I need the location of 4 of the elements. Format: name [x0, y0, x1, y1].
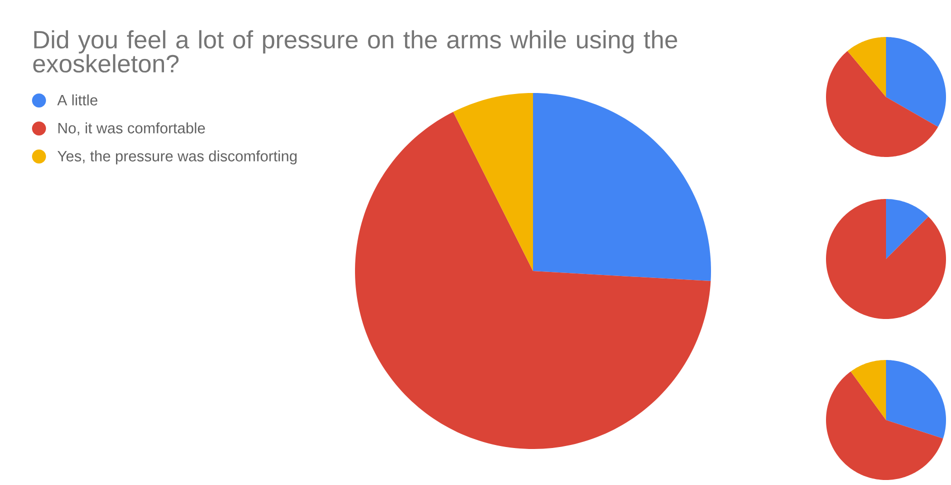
- legend-label: A little: [57, 94, 98, 106]
- legend-label: Yes, the pressure was discomforting: [58, 150, 297, 164]
- legend-label: No, it was comfortable: [58, 122, 205, 136]
- chart-title: Did you feel a lot of pressure on the arms while using the exoskeleton?: [33, 30, 678, 73]
